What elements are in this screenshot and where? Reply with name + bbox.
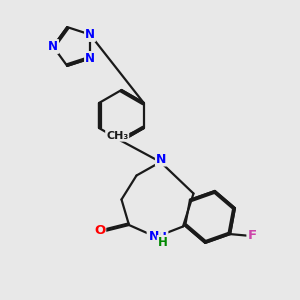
Text: F: F	[248, 229, 256, 242]
Text: NH: NH	[148, 231, 167, 244]
Text: O: O	[94, 224, 105, 238]
Text: N: N	[156, 152, 166, 166]
Text: CH₃: CH₃	[106, 131, 128, 141]
Text: H: H	[158, 236, 167, 249]
Text: N: N	[48, 40, 58, 53]
Text: N: N	[85, 52, 95, 65]
Text: N: N	[85, 28, 95, 41]
Text: N: N	[149, 230, 160, 244]
